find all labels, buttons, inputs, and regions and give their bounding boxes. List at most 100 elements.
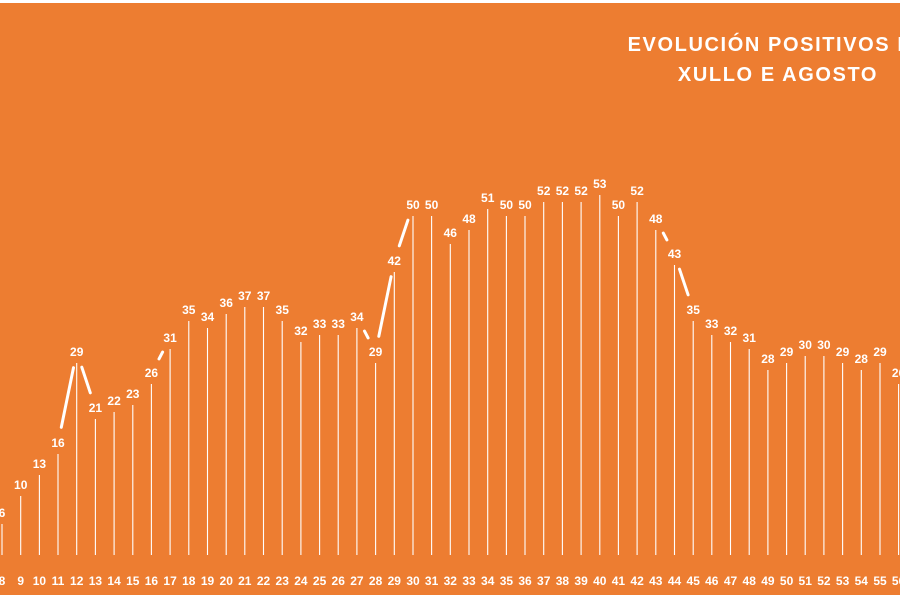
data-label: 42 (388, 254, 402, 268)
x-tick-label: 26 (332, 574, 346, 588)
data-label: 33 (332, 317, 346, 331)
data-label: 33 (313, 317, 327, 331)
series-segment (157, 350, 165, 361)
x-tick-label: 46 (705, 574, 719, 588)
series-segment (661, 231, 669, 242)
data-label: 29 (873, 345, 887, 359)
data-label: 50 (518, 198, 532, 212)
data-label: 48 (462, 212, 476, 226)
x-tick-label: 17 (163, 574, 177, 588)
data-label: 50 (500, 198, 514, 212)
x-tick-label: 40 (593, 574, 607, 588)
x-tick-label: 19 (201, 574, 215, 588)
data-label: 50 (612, 198, 626, 212)
series-segment (678, 267, 690, 297)
drop-lines (1, 195, 900, 555)
data-label: 10 (14, 478, 28, 492)
data-label: 31 (163, 331, 177, 345)
data-label: 37 (238, 289, 252, 303)
x-tick-label: 34 (481, 574, 495, 588)
data-label: 35 (182, 303, 196, 317)
data-label: 30 (799, 338, 813, 352)
data-label: 23 (126, 387, 140, 401)
data-label: 29 (780, 345, 794, 359)
x-tick-label: 33 (462, 574, 476, 588)
x-tick-label: 15 (126, 574, 140, 588)
x-tick-label: 50 (780, 574, 794, 588)
x-tick-labels: 89 10 11 12 13 14 15 16 17 18 19 20 21 22 23 24 25 26 27 28… (0, 574, 900, 588)
data-label: 48 (649, 212, 663, 226)
chart-title-line-2: XULLO E AGOSTO (677, 64, 879, 86)
x-tick-label: 31 (425, 574, 439, 588)
data-label: 30 (817, 338, 831, 352)
data-label: 28 (855, 352, 869, 366)
data-label: 50 (406, 198, 420, 212)
series-line (59, 218, 690, 429)
x-tick-label: 44 (668, 574, 682, 588)
x-tick-label: 43 (649, 574, 663, 588)
x-tick-label: 56 (892, 574, 900, 588)
x-tick-label: 8 (0, 574, 6, 588)
series-segment (397, 218, 410, 248)
data-label: 32 (724, 324, 738, 338)
x-tick-label: 42 (630, 574, 644, 588)
data-label: 52 (537, 184, 551, 198)
data-label: 51 (481, 191, 495, 205)
x-tick-label: 53 (836, 574, 850, 588)
data-label: 34 (350, 310, 364, 324)
data-label: 26 (145, 366, 159, 380)
x-tick-label: 38 (556, 574, 570, 588)
series-segment (363, 329, 370, 340)
x-tick-label: 20 (220, 574, 234, 588)
data-label: 43 (668, 247, 682, 261)
data-label: 37 (257, 289, 271, 303)
data-label: 52 (630, 184, 644, 198)
series-segment (377, 275, 393, 338)
data-label: 46 (444, 226, 458, 240)
data-label: 53 (593, 177, 607, 191)
x-tick-label: 45 (687, 574, 701, 588)
x-tick-label: 24 (294, 574, 308, 588)
data-label: 29 (369, 345, 383, 359)
x-tick-label: 27 (350, 574, 364, 588)
x-tick-label: 41 (612, 574, 626, 588)
x-tick-label: 10 (33, 574, 47, 588)
x-tick-label: 30 (406, 574, 420, 588)
data-label: 32 (294, 324, 308, 338)
data-label: 29 (836, 345, 850, 359)
data-label: 35 (687, 303, 701, 317)
x-tick-label: 47 (724, 574, 738, 588)
x-tick-label: 21 (238, 574, 252, 588)
x-tick-label: 35 (500, 574, 514, 588)
data-label: 34 (201, 310, 215, 324)
x-tick-label: 22 (257, 574, 271, 588)
x-tick-label: 54 (855, 574, 869, 588)
data-label: 31 (743, 331, 757, 345)
x-tick-label: 55 (873, 574, 887, 588)
data-label: 29 (70, 345, 84, 359)
x-tick-label: 9 (17, 574, 24, 588)
data-label: 26 (892, 366, 900, 380)
x-tick-label: 11 (52, 574, 65, 588)
x-tick-label: 52 (817, 574, 831, 588)
x-tick-label: 39 (574, 574, 588, 588)
data-label: 35 (276, 303, 290, 317)
x-tick-label: 49 (761, 574, 775, 588)
series-segment (59, 366, 75, 429)
data-label: 6 (0, 506, 6, 520)
x-tick-label: 51 (799, 574, 813, 588)
data-label: 22 (107, 394, 121, 408)
series-segment (80, 365, 92, 395)
x-tick-label: 32 (444, 574, 458, 588)
x-tick-label: 36 (518, 574, 532, 588)
data-labels: 6 10 13 16 29 21 22 23 26 31 35 34 36 37 37 35 32 33 33 34 2… (0, 177, 900, 520)
x-tick-label: 13 (89, 574, 103, 588)
data-label: 21 (89, 401, 103, 415)
x-tick-label: 14 (107, 574, 121, 588)
x-tick-label: 37 (537, 574, 551, 588)
data-label: 50 (425, 198, 439, 212)
x-tick-label: 25 (313, 574, 327, 588)
data-label: 16 (51, 436, 65, 450)
data-label: 28 (761, 352, 775, 366)
